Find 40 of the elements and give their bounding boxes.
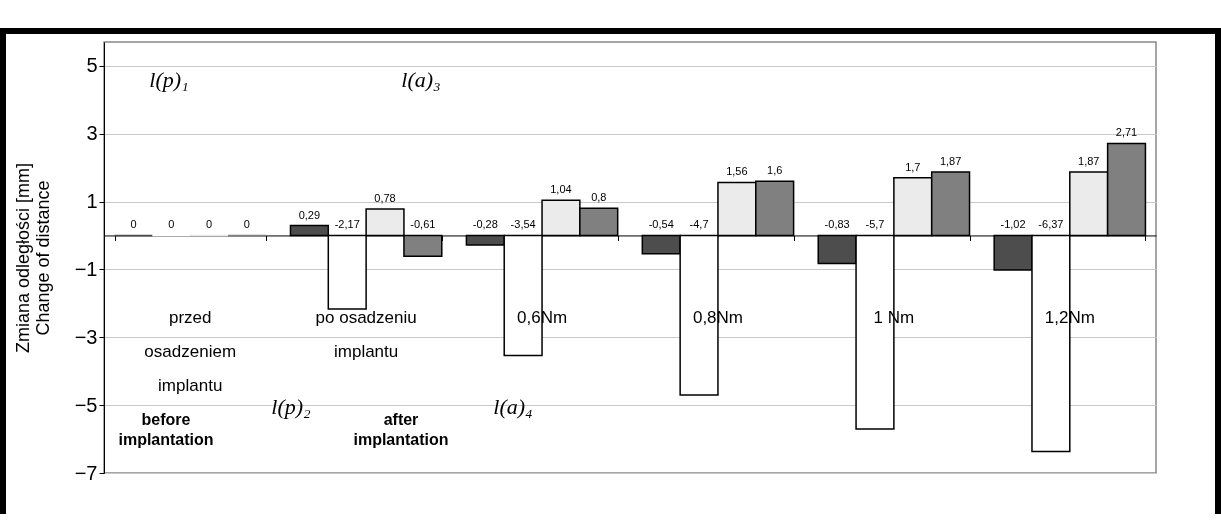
- data-label: -6,37: [1038, 218, 1064, 231]
- data-label: 1,56: [726, 165, 748, 178]
- data-label: 1,7: [905, 160, 921, 173]
- data-label: 0,29: [298, 208, 321, 221]
- data-label: -1,02: [1000, 218, 1026, 231]
- data-label: -3,54: [510, 218, 536, 231]
- data-label: 0,78: [374, 191, 396, 204]
- y-tick-label: 5: [86, 54, 98, 77]
- y-tick-label: 3: [86, 122, 98, 145]
- y-tick-label: 1: [86, 190, 98, 212]
- x-tick-label: po osadzeniu implantu: [315, 308, 417, 361]
- annotation: l(p)₂: [271, 394, 312, 419]
- y-axis-title: Zmiana odległości [mm] Change of distance: [12, 162, 53, 354]
- y-tick-label: −3: [74, 325, 98, 348]
- data-label: 0: [130, 218, 137, 231]
- data-label: -4,7: [689, 218, 709, 231]
- x-tick-label: przed osadzeniem implantu: [144, 308, 237, 395]
- data-label: -0,83: [824, 218, 850, 231]
- y-tick-label: −7: [74, 461, 98, 484]
- data-label: 1,87: [939, 154, 962, 167]
- data-label: 1,6: [767, 164, 783, 177]
- data-label: 0: [206, 218, 213, 231]
- data-label: 0: [243, 218, 250, 231]
- y-tick-label: −5: [74, 393, 98, 416]
- annotation: before implantation: [118, 411, 214, 448]
- data-label: -0,54: [648, 218, 674, 231]
- data-label: 1,04: [550, 183, 572, 196]
- data-label: 2,71: [1115, 126, 1138, 139]
- annotation: l(a)₄: [493, 394, 533, 419]
- y-tick-label: −1: [74, 257, 98, 280]
- annotation: l(p)₁: [149, 67, 189, 92]
- data-label: 0: [168, 218, 175, 231]
- data-label: -0,61: [410, 218, 436, 231]
- data-label: 1,87: [1078, 154, 1100, 167]
- data-label: 0,8: [591, 191, 607, 204]
- annotation: after implantation: [353, 411, 449, 448]
- annotation: l(a)₃: [401, 67, 441, 92]
- data-label: -2,17: [334, 218, 360, 231]
- data-label: -5,7: [865, 218, 885, 231]
- data-label: -0,28: [472, 218, 498, 231]
